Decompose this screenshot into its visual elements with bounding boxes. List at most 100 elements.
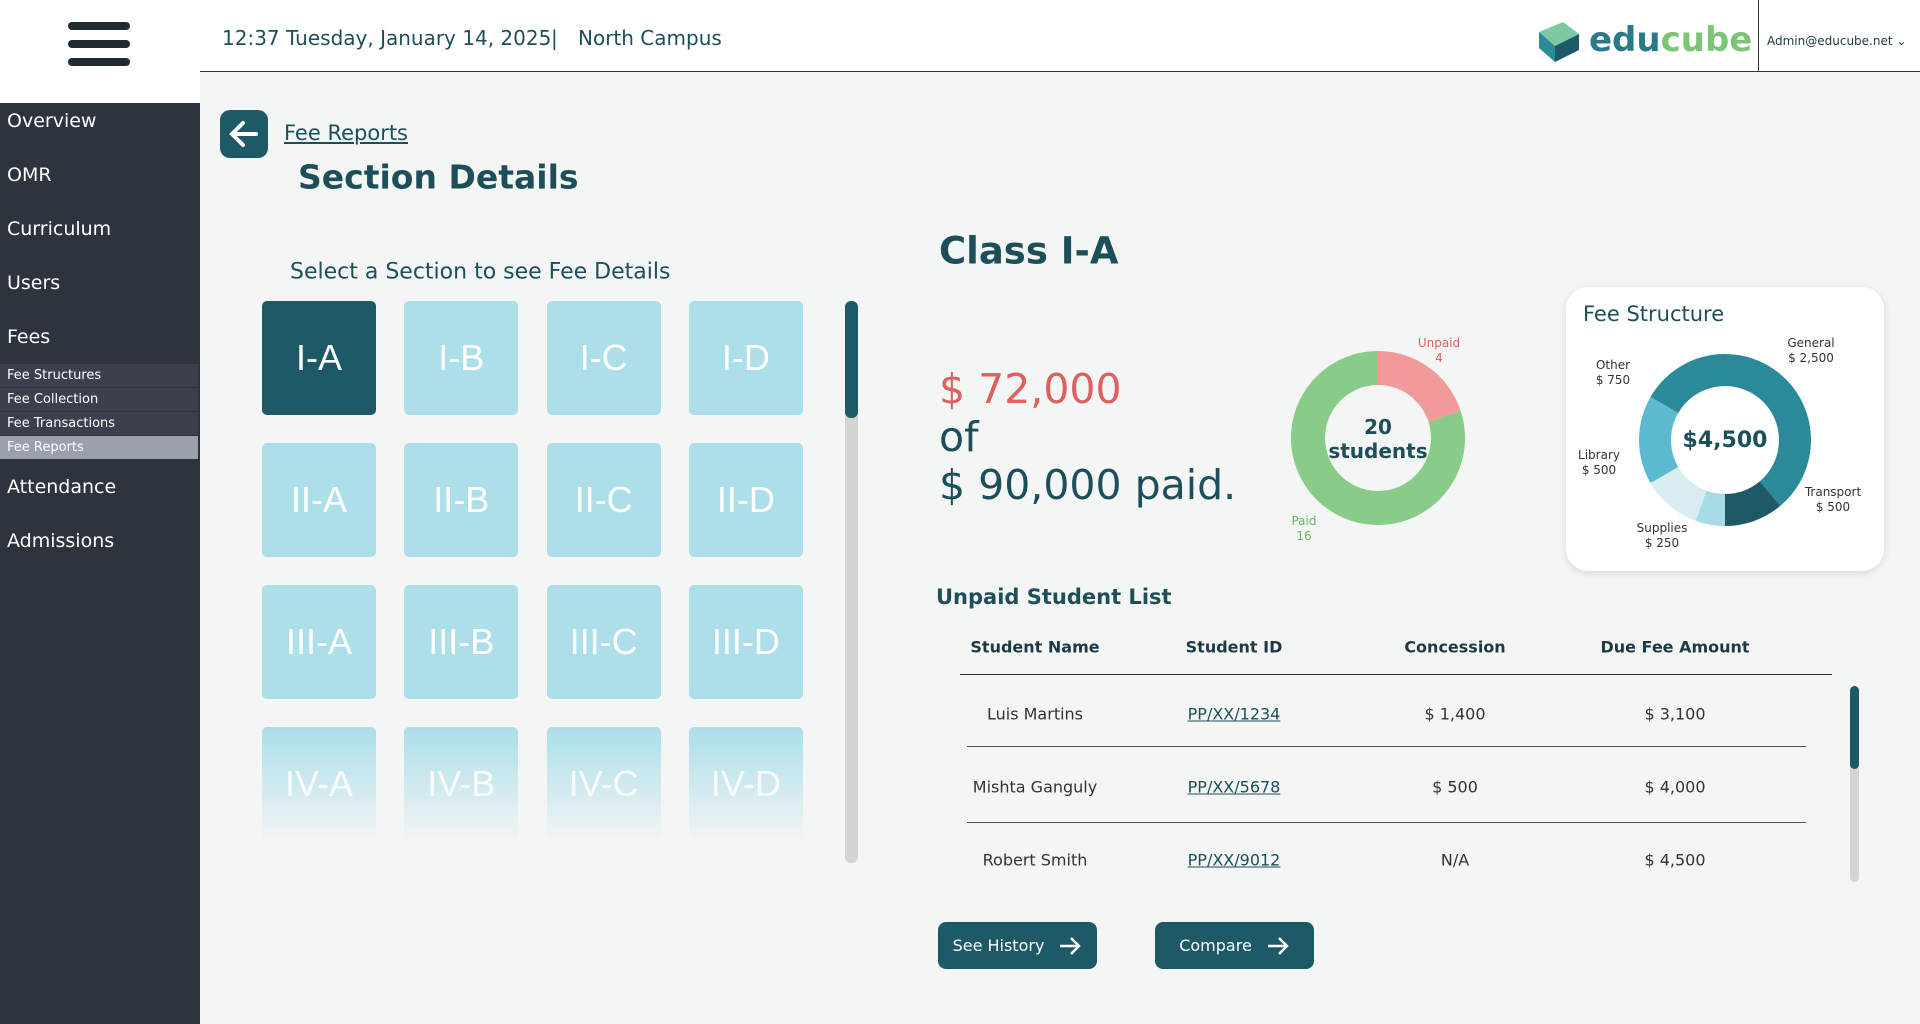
logo-icon xyxy=(1539,22,1579,62)
table-cell: Luis Martins xyxy=(986,704,1084,724)
section-tile[interactable]: I-A xyxy=(262,301,376,415)
student-id-link[interactable]: PP/XX/1234 xyxy=(1187,704,1281,724)
section-tile[interactable]: III-B xyxy=(404,585,519,699)
see-history-button[interactable]: See History xyxy=(938,922,1097,969)
table-scroll-thumb[interactable] xyxy=(1850,686,1859,769)
section-tile[interactable]: I-D xyxy=(688,301,803,415)
section-tile[interactable]: I-C xyxy=(546,301,661,415)
center-unit: students xyxy=(1328,439,1427,463)
breadcrumb-link[interactable]: Fee Reports xyxy=(284,121,409,145)
scroll-thumb[interactable] xyxy=(845,301,858,418)
datetime: 12:37 Tuesday, January 14, 2025 xyxy=(222,26,552,50)
section-tile[interactable]: IV-B xyxy=(404,727,519,841)
data-label: 4 xyxy=(1435,351,1443,365)
class-title: Class I-A xyxy=(939,229,1119,273)
student-id-link[interactable]: PP/XX/9012 xyxy=(1187,850,1281,870)
back-button[interactable] xyxy=(220,110,268,158)
nav-item[interactable]: OMR xyxy=(7,164,52,186)
table-cell: Robert Smith xyxy=(982,850,1088,870)
card-title: Fee Structure xyxy=(1583,302,1724,326)
legend-label: Library xyxy=(1578,448,1620,462)
center-label: $4,500 xyxy=(1683,428,1768,453)
table-cell: $ 4,500 xyxy=(1644,850,1706,870)
hamburger[interactable] xyxy=(68,20,130,68)
table-cell: $ 500 xyxy=(1432,777,1478,797)
logo-cube: cube xyxy=(1660,20,1753,60)
data-label: $ 2,500 xyxy=(1788,351,1834,365)
compare-button[interactable]: Compare xyxy=(1155,922,1314,969)
table-scrollbar[interactable] xyxy=(1850,686,1859,882)
section-tile[interactable]: II-D xyxy=(688,443,803,557)
column-header: Concession xyxy=(1404,637,1506,657)
legend-label: General xyxy=(1787,336,1834,350)
donut-segment xyxy=(1291,351,1465,525)
nav-item[interactable]: Curriculum xyxy=(7,218,112,240)
nav-sub-item[interactable]: Fee Reports xyxy=(0,436,198,459)
legend-label: Supplies xyxy=(1637,521,1688,535)
header-rule xyxy=(960,674,1832,675)
paid-of: of xyxy=(939,413,979,461)
table-cell: Mishta Ganguly xyxy=(972,777,1098,797)
logo: educube xyxy=(1589,20,1752,60)
data-label: $ 500 xyxy=(1582,463,1616,477)
section-tile[interactable]: IV-C xyxy=(546,727,661,841)
section-tile[interactable]: IV-A xyxy=(262,727,376,841)
arrow xyxy=(1060,936,1082,955)
scrollbar[interactable] xyxy=(845,301,858,863)
data-label: $ 750 xyxy=(1596,373,1630,387)
nav-item[interactable]: Attendance xyxy=(7,476,117,498)
fee-chart: Fee Structure $4,500 General$ 2,500 Transpo… xyxy=(1578,302,1862,550)
section-tile[interactable]: I-B xyxy=(404,301,519,415)
paid-amount: $ 72,000 xyxy=(939,365,1122,413)
section-tile[interactable]: II-C xyxy=(546,443,661,557)
button-label: See History xyxy=(952,936,1045,955)
column-header: Student ID xyxy=(1185,637,1283,657)
section-grid: I-A I-B I-C I-D II-A II-B II-C II-D III-A III-B II… xyxy=(262,301,832,841)
legend-label: Unpaid xyxy=(1418,336,1460,350)
data-label: $ 250 xyxy=(1645,536,1679,550)
list-title: Unpaid Student List xyxy=(936,585,1172,609)
section-tile[interactable]: III-D xyxy=(688,585,803,699)
nav-item[interactable]: Fees xyxy=(7,326,51,348)
total-amount: $ 90,000 paid. xyxy=(939,461,1237,509)
section-tile[interactable]: II-A xyxy=(262,443,376,557)
section-tile[interactable]: III-A xyxy=(262,585,376,699)
logo-edu: edu xyxy=(1589,20,1661,60)
nav-item[interactable]: Admissions xyxy=(7,530,115,552)
section-tile[interactable]: III-C xyxy=(546,585,661,699)
table-cell: $ 3,100 xyxy=(1644,704,1706,724)
table-cell: $ 4,000 xyxy=(1644,777,1706,797)
student-id-link[interactable]: PP/XX/5678 xyxy=(1187,777,1281,797)
campus: North Campus xyxy=(578,26,722,50)
donut-segment xyxy=(1650,354,1811,506)
center-value: 20 xyxy=(1364,415,1392,439)
data-label: 16 xyxy=(1296,529,1311,543)
legend-label: Other xyxy=(1596,358,1630,372)
table-cell: N/A xyxy=(1440,850,1470,870)
column-header: Due Fee Amount xyxy=(1600,637,1750,657)
arrow xyxy=(1267,936,1289,955)
data-label: $ 500 xyxy=(1816,500,1850,514)
button-label: Compare xyxy=(1179,936,1252,955)
sidebar: Overview OMR Curriculum Users Fees Fee Struct… xyxy=(0,0,200,1024)
nav-sub-item[interactable]: Fee Transactions xyxy=(0,412,198,435)
user-menu[interactable]: Admin@educube.net ⌄ xyxy=(1767,34,1907,48)
donut-segment xyxy=(1639,397,1679,483)
page-title: Section Details xyxy=(298,157,579,197)
nav-item[interactable]: Users xyxy=(7,272,61,294)
legend-label: Transport xyxy=(1804,485,1862,499)
section-tile[interactable]: IV-D xyxy=(688,727,803,841)
user-email: Admin@educube.net xyxy=(1767,34,1893,48)
table-cell: $ 1,400 xyxy=(1424,704,1486,724)
nav-sub-item[interactable]: Fee Collection xyxy=(0,388,198,411)
nav-sub-item[interactable]: Fee Structures xyxy=(0,364,198,387)
section-prompt: Select a Section to see Fee Details xyxy=(290,259,671,285)
menu-area xyxy=(0,0,200,103)
section-tile[interactable]: II-B xyxy=(404,443,519,557)
legend-label: Paid xyxy=(1291,514,1316,528)
row-rule xyxy=(967,746,1806,747)
divider xyxy=(1758,0,1759,71)
nav-item[interactable]: Overview xyxy=(7,110,97,132)
separator: | xyxy=(551,26,558,50)
column-header: Student Name xyxy=(970,637,1100,657)
